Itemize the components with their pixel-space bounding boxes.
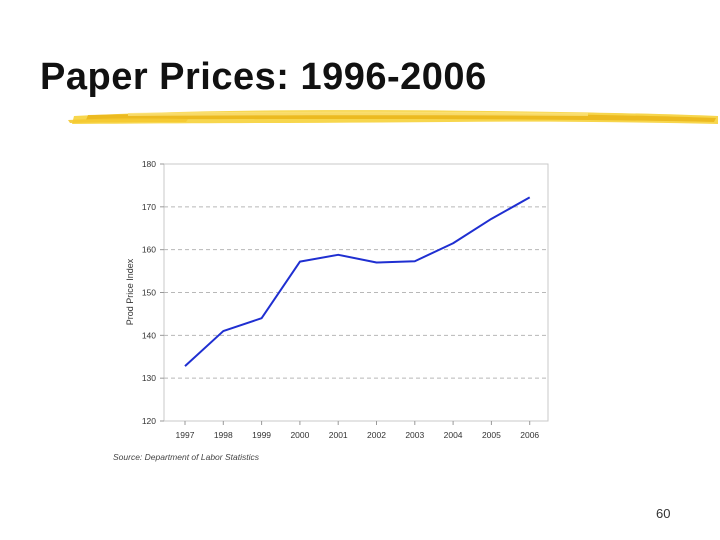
y-tick-label: 170 [142, 202, 156, 212]
x-tick-label: 2006 [520, 430, 539, 440]
x-tick-label: 1998 [214, 430, 233, 440]
yellow-brush-stroke-divider [68, 110, 718, 124]
line-chart: 120 130 140 150 160 170 180 1997 1998 1999 2000 20… [125, 159, 549, 440]
x-tick-label: 2004 [444, 430, 463, 440]
x-tick-label: 1997 [176, 430, 195, 440]
x-tick-label: 2003 [405, 430, 424, 440]
x-tick-label: 2005 [482, 430, 501, 440]
y-tick-label: 150 [142, 288, 156, 298]
x-tick-label: 2001 [329, 430, 348, 440]
y-tick-label: 120 [142, 416, 156, 426]
series-line [184, 196, 531, 367]
y-tick-label: 130 [142, 373, 156, 383]
source-note: Source: Department of Labor Statistics [113, 452, 259, 462]
x-tick-label: 1999 [252, 430, 271, 440]
x-tick-label: 2000 [290, 430, 309, 440]
y-tick-label: 160 [142, 245, 156, 255]
page-number: 60 [656, 506, 671, 521]
y-axis-label: Prod Price Index [125, 258, 135, 325]
y-tick-label: 180 [142, 159, 156, 169]
x-tick-label: 2002 [367, 430, 386, 440]
y-tick-label: 140 [142, 330, 156, 340]
slide-title: Paper Prices: 1996-2006 [40, 56, 487, 98]
